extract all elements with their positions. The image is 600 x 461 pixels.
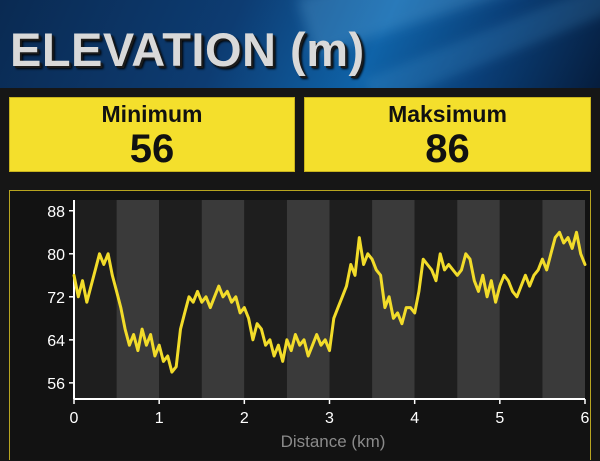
grid-band	[329, 200, 373, 399]
y-tick-label: 56	[47, 376, 65, 393]
x-axis-label: Distance (km)	[281, 432, 386, 451]
y-tick-label: 72	[47, 290, 65, 307]
minimum-value: 56	[129, 127, 175, 171]
y-tick-label: 64	[47, 333, 65, 350]
x-tick-label: 6	[581, 410, 590, 427]
elevation-chart-panel: 56 64 72 80 88 0 1 2 3 4 5 6 Distance (km)	[9, 190, 591, 460]
maximum-label: Maksimum	[388, 101, 507, 127]
grid-band	[457, 200, 500, 399]
x-tick-label: 4	[410, 410, 419, 427]
x-tick-label: 5	[495, 410, 504, 427]
header-banner: ELEVATION (m)	[0, 0, 600, 88]
grid-band	[372, 200, 415, 399]
y-tick-label: 88	[47, 204, 65, 221]
maximum-stat-box: Maksimum 86	[304, 97, 591, 172]
grid-band	[116, 200, 160, 399]
grid-band	[286, 200, 330, 399]
minimum-stat-box: Minimum 56	[9, 97, 295, 172]
x-tick-label: 2	[240, 410, 249, 427]
x-tick-label: 3	[325, 410, 334, 427]
x-tick-label: 0	[70, 410, 79, 427]
minimum-label: Minimum	[101, 101, 203, 127]
grid-band	[414, 200, 458, 399]
elevation-series-line	[72, 230, 587, 374]
maximum-value: 86	[425, 127, 470, 171]
grid-band	[499, 200, 543, 399]
grid-band	[542, 200, 585, 399]
y-tick-label: 80	[47, 247, 65, 264]
grid-band	[74, 200, 117, 399]
page-title: ELEVATION (m)	[10, 23, 365, 76]
grid-band	[244, 200, 287, 399]
x-tick-label: 1	[155, 410, 164, 427]
